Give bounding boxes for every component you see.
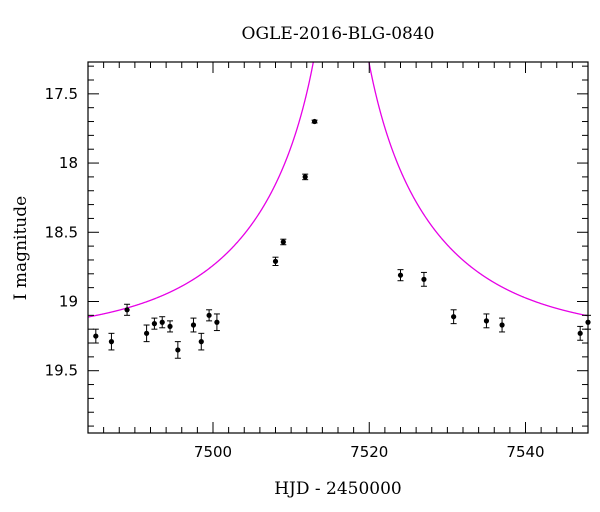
data-marker [577, 330, 583, 336]
data-marker [214, 319, 220, 325]
chart-title: OGLE-2016-BLG-0840 [242, 24, 435, 44]
x-tick-label: 7500 [194, 443, 232, 461]
y-tick-label: 19 [59, 292, 78, 310]
data-marker [421, 276, 427, 282]
data-marker [280, 239, 286, 245]
data-point [272, 256, 279, 266]
data-marker [108, 339, 115, 345]
data-marker [272, 258, 279, 264]
data-marker [93, 333, 99, 339]
data-point [420, 271, 427, 287]
y-axis-label: I magnitude [11, 196, 31, 300]
data-marker [206, 312, 212, 318]
data-marker [190, 322, 197, 328]
data-point [198, 332, 205, 351]
plot-frame [87, 61, 589, 434]
plot-area: 7500 7520 7540 17.5 18 18.5 19 19.5 [45, 61, 591, 461]
data-point [311, 118, 318, 125]
data-marker [397, 272, 404, 278]
data-marker [311, 118, 318, 125]
x-tick-label: 7540 [506, 443, 544, 461]
data-point [483, 313, 490, 329]
y-tick-label: 18 [59, 154, 78, 172]
data-point [159, 316, 166, 329]
x-axis-label: HJD - 2450000 [274, 479, 402, 499]
data-point [174, 341, 181, 359]
data-point [124, 303, 131, 316]
data-marker [143, 330, 150, 336]
data-marker [451, 314, 457, 320]
data-marker [159, 319, 165, 325]
data-point [577, 325, 584, 341]
data-point [302, 173, 309, 181]
data-marker [124, 307, 130, 313]
data-marker [499, 322, 505, 328]
data-marker [302, 174, 308, 180]
model-curve [88, 62, 588, 318]
data-point [213, 313, 220, 332]
data-point [108, 332, 115, 351]
y-tick-label: 17.5 [45, 85, 78, 103]
y-tick-label: 19.5 [45, 362, 78, 380]
data-point [151, 317, 158, 330]
data-point [92, 328, 99, 344]
data-point [280, 238, 287, 246]
data-point [206, 309, 213, 322]
data-point [397, 269, 404, 282]
data-marker [198, 339, 204, 345]
data-marker [167, 323, 173, 330]
data-point [167, 320, 174, 333]
y-tick-label: 18.5 [45, 223, 78, 241]
data-point [143, 324, 150, 343]
data-point [499, 317, 506, 333]
data-point [190, 317, 197, 333]
data-marker [483, 318, 490, 324]
data-marker [175, 347, 181, 353]
data-point [450, 309, 457, 325]
x-tick-label: 7520 [350, 443, 388, 461]
data-marker [151, 321, 158, 327]
